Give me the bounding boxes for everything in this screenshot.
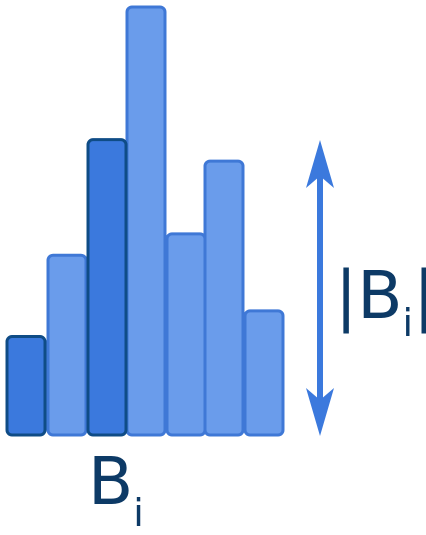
- bin-label-subscript: i: [133, 491, 144, 535]
- histogram-bar: [203, 159, 245, 437]
- bin-size-prefix: |B: [335, 257, 403, 334]
- histogram-bar: [165, 232, 207, 437]
- histogram-bar: [125, 5, 167, 437]
- histogram-bar: [243, 309, 285, 437]
- histogram-bar-highlighted: [86, 138, 128, 437]
- bin-label-main: B: [88, 443, 133, 520]
- bin-label: Bi: [88, 443, 144, 535]
- bin-size-subscript: i: [403, 301, 414, 345]
- histogram-bars: [5, 5, 285, 437]
- bin-size-arrow: [306, 140, 334, 436]
- arrow-head-up: [306, 140, 334, 188]
- histogram-bar: [46, 253, 88, 437]
- histogram-bar-highlighted: [5, 335, 47, 437]
- bin-size-label: |Bi|: [335, 257, 426, 345]
- bin-size-suffix: |: [413, 257, 426, 334]
- arrow-head-down: [306, 388, 334, 436]
